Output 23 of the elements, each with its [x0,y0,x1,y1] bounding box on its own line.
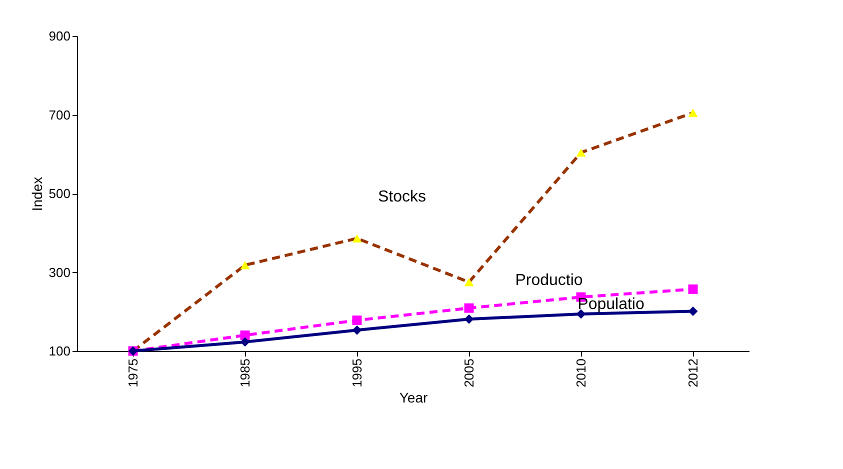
y-tick-label: 500 [48,186,70,201]
point [464,303,474,313]
point [464,314,474,324]
x-tick-label: 2010 [574,358,588,388]
x-tick-label: 2012 [686,358,700,388]
point [688,306,698,316]
y-tick-label: 900 [48,28,70,44]
x-axis-title: Year [399,389,428,406]
point [688,284,698,294]
x-tick-label: 1995 [350,358,364,388]
point [240,337,250,347]
series-label: Populatio [578,296,644,313]
series-label: Productio [515,272,583,290]
point [352,316,362,326]
x-tick-label: 1985 [238,358,252,388]
y-axis-title: Index [28,176,45,212]
text: Stocks [378,188,426,206]
point [352,325,362,335]
x-tick-label: 2005 [462,358,476,388]
y-tick-label: 700 [48,107,70,122]
y-tick-label: 300 [48,264,70,280]
x-tick-label: 1975 [126,358,140,388]
y-tick-label: 100 [48,344,70,358]
